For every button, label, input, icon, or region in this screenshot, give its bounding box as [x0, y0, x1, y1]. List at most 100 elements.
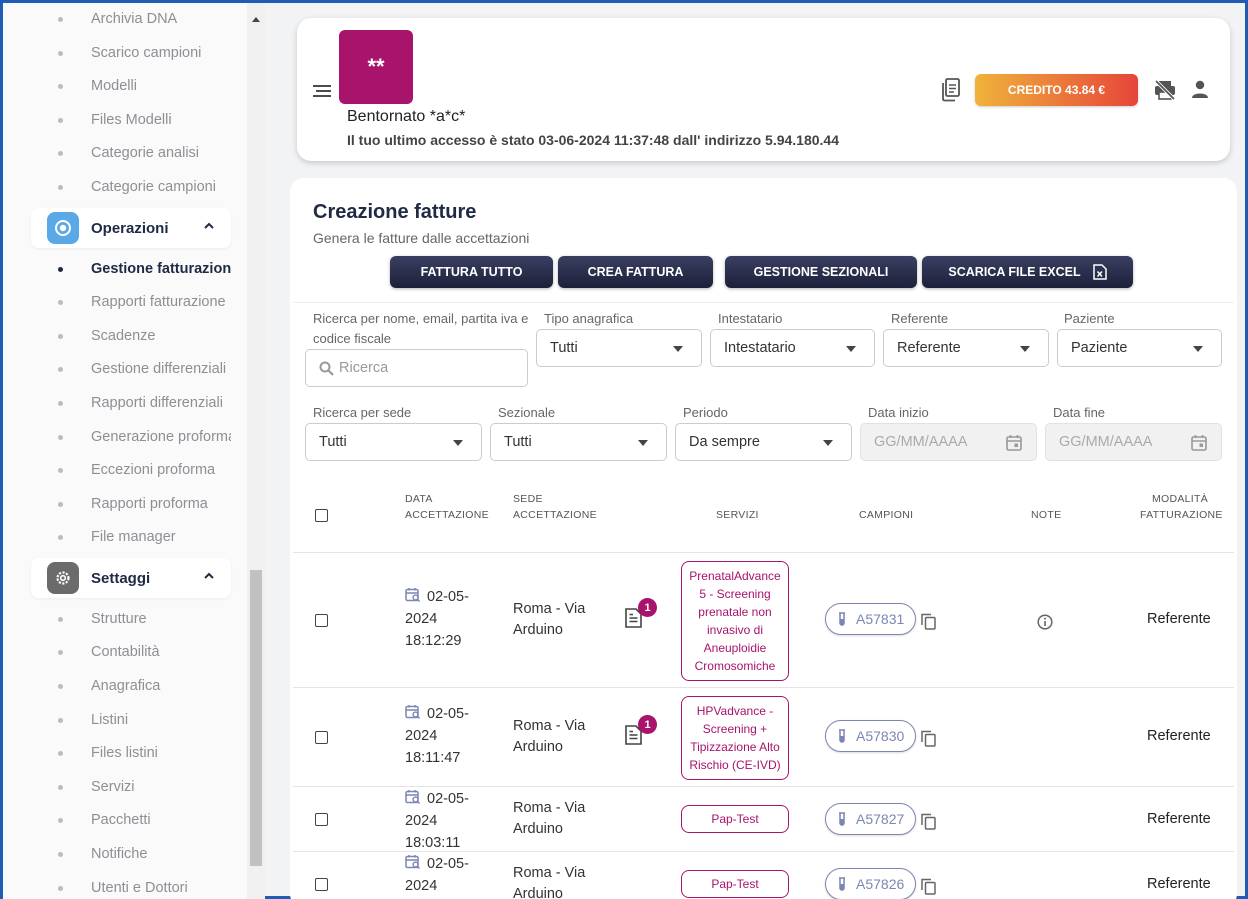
sidebar-item-pacchetti[interactable]: Pacchetti [31, 805, 231, 835]
sidebar-item-generazione-proforma[interactable]: Generazione proforma [31, 422, 231, 452]
copy-icon[interactable] [921, 813, 936, 830]
sidebar-item-contabilita[interactable]: Contabilità [31, 637, 231, 667]
chevron-up-icon [204, 222, 214, 229]
header-campioni[interactable]: CAMPIONI [859, 509, 914, 521]
credit-button[interactable]: CREDITO 43.84 € [975, 74, 1138, 106]
sidebar-item-notifiche[interactable]: Notifiche [31, 839, 231, 869]
sidebar-item-archivia-dna[interactable]: Archivia DNA [31, 4, 231, 34]
documents-icon[interactable] [940, 78, 962, 102]
sidebar-item-categorie-analisi[interactable]: Categorie analisi [31, 138, 231, 168]
service-chip[interactable]: PrenatalAdvance 5 - Screening prenatale … [681, 561, 789, 681]
sidebar-item-categorie-campioni[interactable]: Categorie campioni [31, 172, 231, 202]
sidebar-item-files-listini[interactable]: Files listini [31, 738, 231, 768]
header-data-accettazione[interactable]: DATA ACCETTAZIONE [405, 491, 489, 523]
paziente-select[interactable]: Paziente [1057, 329, 1222, 367]
sidebar-item-gestione-fatturazione[interactable]: Gestione fatturazione [31, 254, 231, 284]
header-modalita-fatturazione[interactable]: MODALITÀ FATTURAZIONE [1140, 491, 1222, 523]
sidebar-item-strutture[interactable]: Strutture [31, 604, 231, 634]
sede-cell: Roma - Via Arduino [513, 798, 603, 840]
header-servizi[interactable]: SERVIZI [716, 509, 759, 521]
document-icon[interactable] [625, 608, 642, 628]
bullet [58, 649, 63, 655]
sidebar-item-servizi[interactable]: Servizi [31, 772, 231, 802]
scroll-up-arrow-icon[interactable] [251, 15, 261, 23]
select-all-checkbox[interactable] [315, 509, 328, 522]
bullet [58, 16, 63, 22]
search-label: Ricerca per nome, email, partita iva e c… [313, 311, 529, 346]
calendar-icon[interactable] [1006, 434, 1022, 451]
sidebar-item-listini[interactable]: Listini [31, 705, 231, 735]
sidebar-item-rapporti-differenziali[interactable]: Rapporti differenziali [31, 388, 231, 418]
modalita-cell: Referente [1147, 728, 1211, 744]
sidebar-item-modelli[interactable]: Modelli [31, 71, 231, 101]
table-row[interactable]: 02-05- 2024 18:03:11 Roma - Via Arduino … [293, 787, 1234, 852]
sidebar-item-files-modelli[interactable]: Files Modelli [31, 105, 231, 135]
sede-cell: Roma - Via Arduino [513, 599, 603, 641]
sidebar-item-label: Gestione fatturazione [91, 261, 231, 277]
sede-cell: Roma - Via Arduino [513, 863, 603, 899]
table-row[interactable]: 02-05- 2024 18:11:47 Roma - Via Arduino … [293, 688, 1234, 787]
sidebar-item-rapporti-proforma[interactable]: Rapporti proforma [31, 489, 231, 519]
tipo-anagrafica-select[interactable]: Tutti [536, 329, 702, 367]
row-checkbox[interactable] [315, 878, 328, 891]
menu-icon[interactable] [313, 84, 331, 98]
info-icon[interactable] [1037, 614, 1053, 630]
sample-chip[interactable]: A57830 [825, 720, 916, 752]
scarica-excel-button[interactable]: SCARICA FILE EXCEL [922, 256, 1133, 288]
sample-chip[interactable]: A57831 [825, 603, 916, 635]
bullet [58, 784, 63, 790]
row-checkbox[interactable] [315, 813, 328, 826]
header-sede-accettazione[interactable]: SEDE ACCETTAZIONE [513, 491, 597, 523]
sidebar-scrollbar[interactable] [247, 3, 265, 899]
crea-fattura-button[interactable]: CREA FATTURA [558, 256, 713, 288]
referente-select[interactable]: Referente [883, 329, 1049, 367]
filters-panel: Ricerca per nome, email, partita iva e c… [293, 302, 1234, 472]
scarica-excel-label: SCARICA FILE EXCEL [948, 265, 1081, 279]
sidebar-item-scadenze[interactable]: Scadenze [31, 321, 231, 351]
table-row[interactable]: 02-05- 2024 Roma - Via Arduino Pap-Test … [293, 852, 1234, 899]
row-checkbox[interactable] [315, 614, 328, 627]
sidebar-item-utenti-dottori[interactable]: Utenti e Dottori [31, 873, 231, 899]
sezionale-select[interactable]: Tutti [490, 423, 667, 461]
data-inizio-input[interactable]: GG/MM/AAAA [860, 423, 1037, 461]
sidebar-item-rapporti-fatturazione[interactable]: Rapporti fatturazione [31, 287, 231, 317]
sidebar-group-operazioni[interactable]: Operazioni [31, 208, 231, 248]
sidebar-group-settaggi[interactable]: Settaggi [31, 558, 231, 598]
sidebar-item-file-manager[interactable]: File manager [31, 522, 231, 552]
copy-icon[interactable] [921, 878, 936, 895]
date-cell: 02-05- 2024 18:03:11 [405, 788, 469, 854]
calendar-icon[interactable] [1191, 434, 1207, 451]
sidebar-item-anagrafica[interactable]: Anagrafica [31, 671, 231, 701]
data-fine-label: Data fine [1053, 405, 1106, 420]
sample-chip[interactable]: A57826 [825, 868, 916, 899]
document-icon[interactable] [625, 725, 642, 745]
scrollbar-thumb[interactable] [250, 570, 262, 866]
sede-text: Arduino [513, 821, 563, 837]
periodo-select[interactable]: Da sempre [675, 423, 852, 461]
sidebar-item-label: File manager [91, 529, 176, 545]
table-row[interactable]: 02-05- 2024 18:12:29 Roma - Via Arduino … [293, 553, 1234, 688]
last-access-text: Il tuo ultimo accesso è stato 03-06-2024… [347, 132, 839, 148]
data-fine-input[interactable]: GG/MM/AAAA [1045, 423, 1222, 461]
row-checkbox[interactable] [315, 731, 328, 744]
sidebar-item-eccezioni-proforma[interactable]: Eccezioni proforma [31, 455, 231, 485]
gestione-sezionali-button[interactable]: GESTIONE SEZIONALI [725, 256, 917, 288]
search-input[interactable]: Ricerca [305, 349, 528, 387]
intestatario-select[interactable]: Intestatario [710, 329, 875, 367]
sample-chip[interactable]: A57827 [825, 803, 916, 835]
service-chip[interactable]: Pap-Test [681, 805, 789, 833]
service-chip[interactable]: Pap-Test [681, 870, 789, 898]
printer-off-icon[interactable] [1154, 80, 1176, 100]
data-inizio-placeholder: GG/MM/AAAA [874, 434, 968, 450]
sidebar-item-gestione-differenziali[interactable]: Gestione differenziali [31, 354, 231, 384]
service-chip[interactable]: HPVadvance - Screening + Tipizzazione Al… [681, 696, 789, 780]
bullet [58, 501, 63, 507]
notification-badge: 1 [638, 598, 657, 617]
header-note[interactable]: NOTE [1031, 509, 1062, 521]
user-icon[interactable] [1190, 79, 1210, 99]
fattura-tutto-button[interactable]: FATTURA TUTTO [390, 256, 553, 288]
copy-icon[interactable] [921, 730, 936, 747]
copy-icon[interactable] [921, 613, 936, 630]
sede-select[interactable]: Tutti [305, 423, 482, 461]
sidebar-item-scarico-campioni[interactable]: Scarico campioni [31, 38, 231, 68]
